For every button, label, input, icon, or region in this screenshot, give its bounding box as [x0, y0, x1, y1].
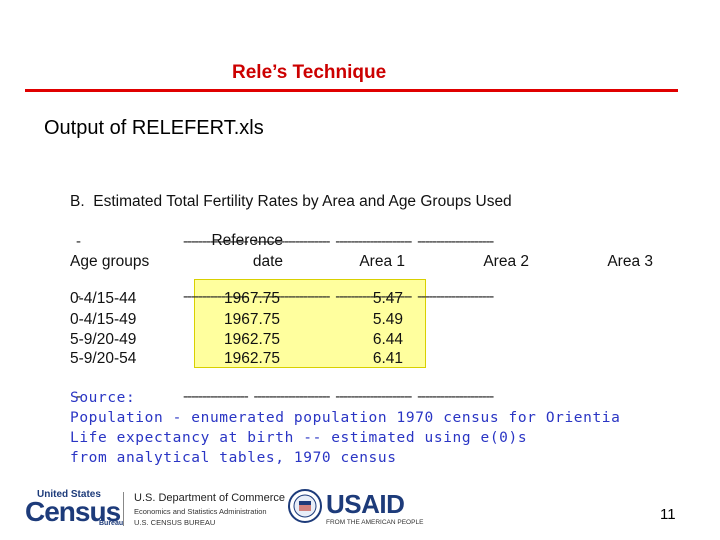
row-ref-date: 1967.75: [223, 290, 280, 307]
header-date: date: [252, 253, 283, 270]
census-top-text: United States: [37, 489, 101, 500]
dash-lead: -: [75, 388, 81, 405]
table-dash-row-bottom: - ----------------- -------------------- …: [70, 371, 494, 405]
dash-lead: -: [75, 288, 81, 305]
page-number: 11: [660, 506, 676, 523]
source-tables: from analytical tables, 1970 census: [70, 450, 397, 466]
table-dash-row-top: - ----------------- -------------------- …: [70, 216, 494, 250]
title-rule: [25, 89, 678, 92]
row-age: 0-4/15-44: [70, 290, 137, 307]
usaid-wordmark: USAID: [326, 489, 405, 519]
header-area-3: Area 3: [607, 253, 653, 270]
dash-cols: ----------------- -------------------- -…: [183, 233, 494, 250]
esa-line: Economics and Statistics Administration: [134, 507, 267, 516]
source-population: Population - enumerated population 1970 …: [70, 410, 621, 426]
slide-title: Rele’s Technique: [232, 62, 387, 83]
dash-cols: ----------------- -------------------- -…: [183, 288, 494, 305]
row-area-1: 5.49: [372, 311, 403, 328]
commerce-department-block: U.S. Department of Commerce Economics an…: [123, 492, 304, 527]
table-title: B. Estimated Total Fertility Rates by Ar…: [70, 193, 512, 210]
census-wordmark: Census: [25, 496, 121, 527]
row-area-1: 6.41: [372, 350, 403, 367]
row-area-1: 6.44: [372, 331, 403, 348]
dash-cols: ----------------- -------------------- -…: [183, 388, 494, 405]
dash-lead: -: [75, 233, 81, 250]
header-area-2: Area 2: [483, 253, 529, 270]
row-age: 0-4/15-49: [70, 311, 137, 328]
table-dash-row-mid: - ----------------- -------------------- …: [70, 271, 494, 305]
slide-subtitle: Output of RELEFERT.xls: [44, 117, 264, 139]
census-bureau-line: U.S. CENSUS BUREAU: [134, 518, 216, 527]
header-reference: Reference: [211, 232, 283, 249]
row-age: 5-9/20-49: [70, 331, 137, 348]
row-ref-date: 1962.75: [223, 331, 280, 348]
row-ref-date: 1967.75: [223, 311, 280, 328]
source-label: Source:: [70, 390, 136, 406]
highlight-box: [194, 279, 426, 368]
usaid-seal-icon: [288, 489, 322, 523]
census-bureau-text: Bureau: [99, 520, 124, 527]
row-area-1: 5.47: [372, 290, 403, 307]
census-bureau-logo: United States Census Bureau: [25, 489, 125, 529]
row-ref-date: 1962.75: [223, 350, 280, 367]
source-life-expectancy: Life expectancy at birth -- estimated us…: [70, 430, 528, 446]
commerce-line: U.S. Department of Commerce: [134, 492, 285, 504]
row-age: 5-9/20-54: [70, 350, 137, 367]
header-age-groups: Age groups: [70, 253, 150, 270]
usaid-tagline: FROM THE AMERICAN PEOPLE: [326, 519, 424, 526]
header-area-1: Area 1: [359, 253, 405, 270]
